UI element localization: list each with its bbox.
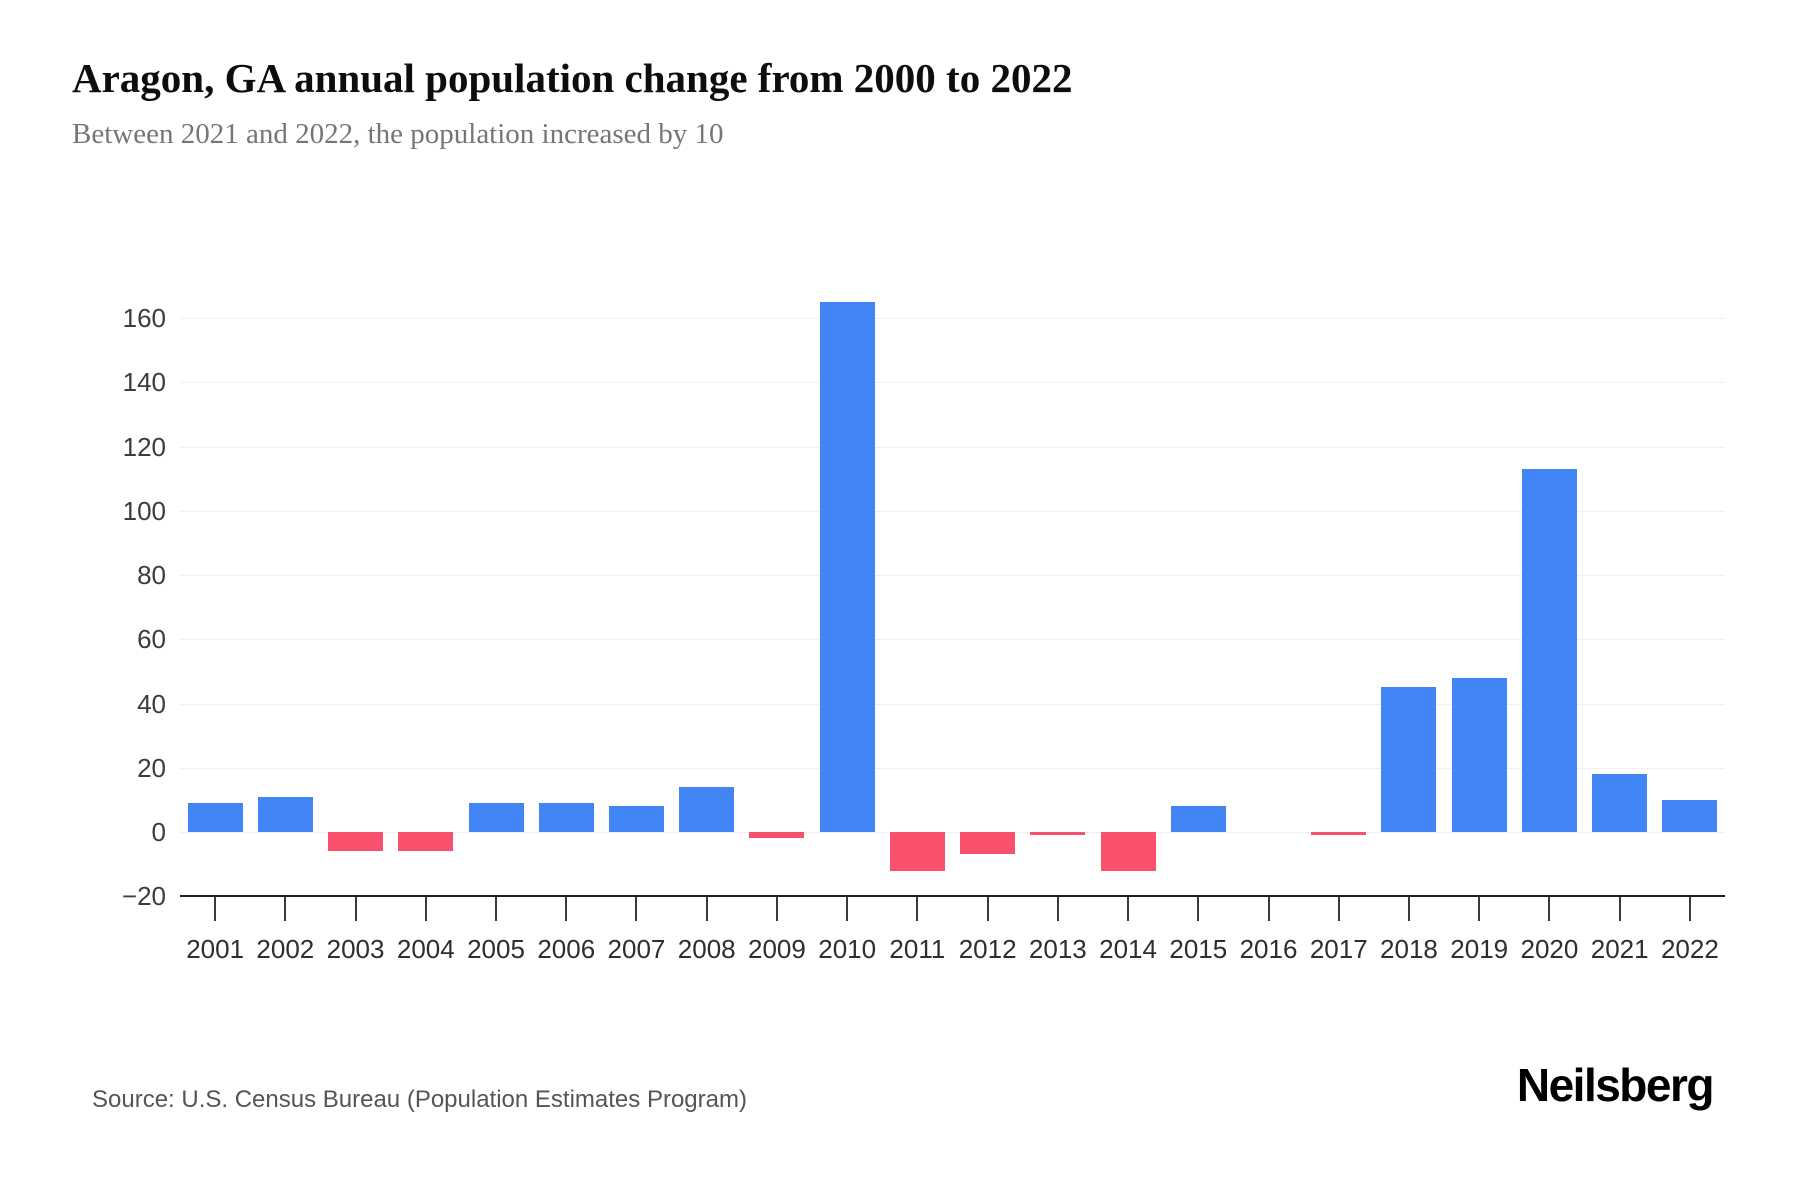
x-axis-label: 2001 <box>186 934 245 964</box>
bar-2001 <box>187 803 243 832</box>
bar-2010 <box>819 302 875 832</box>
x-axis-tick <box>916 897 919 921</box>
bar-2003 <box>328 832 384 852</box>
gridline <box>180 318 1725 320</box>
bar-2022 <box>1662 799 1718 832</box>
x-axis-label: 2014 <box>1099 934 1157 964</box>
x-axis-label: 2013 <box>1028 934 1087 964</box>
x-axis-tick <box>284 897 287 921</box>
x-axis-label: 2021 <box>1590 934 1649 964</box>
x-axis-tick <box>1127 897 1130 921</box>
x-axis-label: 2015 <box>1169 934 1228 964</box>
x-axis-tick <box>1056 897 1059 921</box>
bar-2006 <box>538 803 594 832</box>
bar-2008 <box>679 787 735 832</box>
x-axis-label: 2011 <box>889 934 946 964</box>
gridline <box>180 510 1725 512</box>
x-axis-tick <box>565 897 568 921</box>
bar-2005 <box>468 803 524 832</box>
x-axis-tick <box>1197 897 1200 921</box>
y-axis-label: 60 <box>137 624 166 655</box>
x-axis-tick <box>424 897 427 921</box>
page-title: Aragon, GA annual population change from… <box>72 55 1073 101</box>
x-axis-label: 2010 <box>818 934 877 964</box>
bar-2021 <box>1592 774 1648 832</box>
bar-2002 <box>257 796 313 832</box>
x-axis-tick <box>1688 897 1691 921</box>
x-axis-tick <box>1548 897 1551 921</box>
x-axis-tick <box>1267 897 1270 921</box>
gridline <box>180 767 1725 769</box>
x-axis-label: 2006 <box>537 934 596 964</box>
x-axis-label: 2022 <box>1660 934 1719 964</box>
bar-2012 <box>960 832 1016 855</box>
x-axis-label: 2017 <box>1309 934 1368 964</box>
bar-2009 <box>749 832 805 839</box>
x-axis-tick <box>354 897 357 921</box>
x-axis-tick <box>1478 897 1481 921</box>
bar-2015 <box>1170 806 1226 832</box>
x-axis-label: 2009 <box>748 934 806 964</box>
bar-2004 <box>398 832 454 852</box>
x-axis-tick <box>1618 897 1621 921</box>
x-axis-label: 2019 <box>1450 934 1509 964</box>
y-axis-label: 160 <box>122 303 166 334</box>
x-axis-tick <box>1407 897 1410 921</box>
source-text: Source: U.S. Census Bureau (Population E… <box>92 1086 747 1113</box>
x-axis-label: 2008 <box>677 934 736 964</box>
x-axis-tick <box>986 897 989 921</box>
x-axis-label: 2016 <box>1239 934 1298 964</box>
gridline <box>180 446 1725 448</box>
x-axis-label: 2020 <box>1520 934 1579 964</box>
gridline <box>180 639 1725 641</box>
x-axis-tick <box>846 897 849 921</box>
gridline <box>180 382 1725 384</box>
bar-2020 <box>1521 469 1577 832</box>
page-subtitle: Between 2021 and 2022, the population in… <box>72 118 724 150</box>
x-axis-tick <box>495 897 498 921</box>
y-axis-label: 40 <box>137 688 166 719</box>
x-axis-label: 2007 <box>607 934 666 964</box>
x-axis-tick <box>1337 897 1340 921</box>
y-axis-label: 0 <box>151 817 166 847</box>
y-axis-label: 80 <box>137 560 166 591</box>
y-axis-label: 100 <box>122 495 166 526</box>
x-axis-tick <box>214 897 217 921</box>
y-axis-label: 120 <box>122 431 166 462</box>
bar-2019 <box>1451 677 1507 832</box>
y-axis-label: 20 <box>137 752 166 783</box>
x-axis-label: 2003 <box>326 934 385 964</box>
bar-2014 <box>1100 832 1156 871</box>
x-axis-label: 2018 <box>1380 934 1438 964</box>
x-axis-label: 2012 <box>958 934 1017 964</box>
x-axis-line <box>180 895 1725 898</box>
gridline <box>180 575 1725 577</box>
y-axis-label: −20 <box>121 881 166 912</box>
gridline <box>180 703 1725 705</box>
x-axis-tick <box>635 897 638 921</box>
x-axis-label: 2002 <box>256 934 315 964</box>
gridline <box>180 832 1725 833</box>
bar-2017 <box>1311 832 1367 836</box>
x-axis-tick <box>775 897 778 921</box>
bar-2007 <box>608 806 664 832</box>
bar-2011 <box>889 832 945 871</box>
x-axis-label: 2004 <box>396 934 455 964</box>
x-axis-label: 2005 <box>467 934 525 964</box>
y-axis-label: 140 <box>122 367 166 398</box>
bar-2018 <box>1381 687 1437 832</box>
x-axis-tick <box>705 897 708 921</box>
bar-2013 <box>1030 832 1086 836</box>
brand-logo: Neilsberg <box>1516 1059 1715 1111</box>
